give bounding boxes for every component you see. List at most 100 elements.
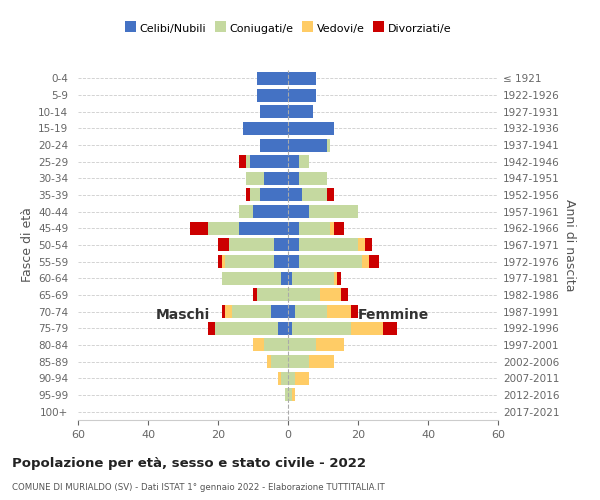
Bar <box>299 255 361 268</box>
Bar <box>221 255 225 268</box>
Bar <box>341 288 347 302</box>
Bar <box>277 322 288 335</box>
Bar <box>246 155 250 168</box>
Bar <box>190 222 208 235</box>
Bar <box>267 355 271 368</box>
Bar <box>218 255 221 268</box>
Bar <box>320 288 341 302</box>
Bar <box>250 155 288 168</box>
Bar <box>246 172 263 185</box>
Bar <box>288 338 316 351</box>
Bar <box>284 388 288 402</box>
Bar <box>351 322 383 335</box>
Bar <box>288 355 309 368</box>
Bar <box>221 272 281 285</box>
Bar <box>309 205 358 218</box>
Bar <box>361 255 368 268</box>
Bar <box>257 288 288 302</box>
Bar <box>263 338 288 351</box>
Bar <box>239 155 246 168</box>
Bar <box>358 238 365 252</box>
Bar <box>288 388 292 402</box>
Y-axis label: Fasce di età: Fasce di età <box>21 208 34 282</box>
Bar <box>295 305 326 318</box>
Bar <box>288 172 299 185</box>
Bar <box>229 238 274 252</box>
Bar <box>257 88 288 102</box>
Bar <box>288 88 316 102</box>
Bar <box>368 255 379 268</box>
Y-axis label: Anni di nascita: Anni di nascita <box>563 198 576 291</box>
Bar <box>292 272 334 285</box>
Bar <box>288 155 299 168</box>
Bar <box>239 205 253 218</box>
Bar <box>351 305 358 318</box>
Bar <box>281 272 288 285</box>
Bar <box>242 122 288 135</box>
Bar <box>288 272 292 285</box>
Bar <box>326 138 330 151</box>
Bar <box>208 222 239 235</box>
Bar <box>221 305 225 318</box>
Text: COMUNE DI MURIALDO (SV) - Dati ISTAT 1° gennaio 2022 - Elaborazione TUTTITALIA.I: COMUNE DI MURIALDO (SV) - Dati ISTAT 1° … <box>12 482 385 492</box>
Bar <box>288 122 334 135</box>
Bar <box>253 205 288 218</box>
Bar <box>288 288 320 302</box>
Bar <box>253 338 263 351</box>
Bar <box>257 72 288 85</box>
Bar <box>239 222 288 235</box>
Bar <box>334 222 344 235</box>
Bar <box>250 188 260 202</box>
Bar <box>299 172 326 185</box>
Bar <box>365 238 372 252</box>
Bar <box>326 305 351 318</box>
Bar <box>288 322 292 335</box>
Bar <box>232 305 271 318</box>
Bar <box>274 238 288 252</box>
Bar <box>263 172 288 185</box>
Bar <box>260 188 288 202</box>
Bar <box>288 372 295 385</box>
Bar <box>288 205 309 218</box>
Bar <box>299 222 330 235</box>
Bar <box>299 155 309 168</box>
Bar <box>225 255 274 268</box>
Bar <box>288 138 326 151</box>
Bar <box>326 188 334 202</box>
Bar <box>330 222 334 235</box>
Bar <box>215 322 277 335</box>
Bar <box>253 288 257 302</box>
Bar <box>288 72 316 85</box>
Bar <box>208 322 215 335</box>
Bar <box>277 372 281 385</box>
Legend: Celibi/Nubili, Coniugati/e, Vedovi/e, Divorziati/e: Celibi/Nubili, Coniugati/e, Vedovi/e, Di… <box>120 20 456 38</box>
Bar <box>288 105 313 118</box>
Bar <box>288 238 299 252</box>
Bar <box>271 305 288 318</box>
Bar <box>281 372 288 385</box>
Bar <box>299 238 358 252</box>
Bar <box>302 188 326 202</box>
Bar <box>260 105 288 118</box>
Bar <box>288 255 299 268</box>
Bar <box>274 255 288 268</box>
Bar <box>337 272 341 285</box>
Bar <box>271 355 288 368</box>
Text: Femmine: Femmine <box>358 308 428 322</box>
Bar <box>218 238 229 252</box>
Bar <box>260 138 288 151</box>
Bar <box>225 305 232 318</box>
Bar <box>383 322 397 335</box>
Bar <box>292 322 351 335</box>
Bar <box>288 222 299 235</box>
Bar <box>334 272 337 285</box>
Bar <box>288 188 302 202</box>
Bar <box>295 372 309 385</box>
Text: Maschi: Maschi <box>156 308 210 322</box>
Bar <box>316 338 344 351</box>
Bar <box>288 305 295 318</box>
Bar <box>246 188 250 202</box>
Text: Popolazione per età, sesso e stato civile - 2022: Popolazione per età, sesso e stato civil… <box>12 458 366 470</box>
Bar <box>309 355 334 368</box>
Bar <box>292 388 295 402</box>
